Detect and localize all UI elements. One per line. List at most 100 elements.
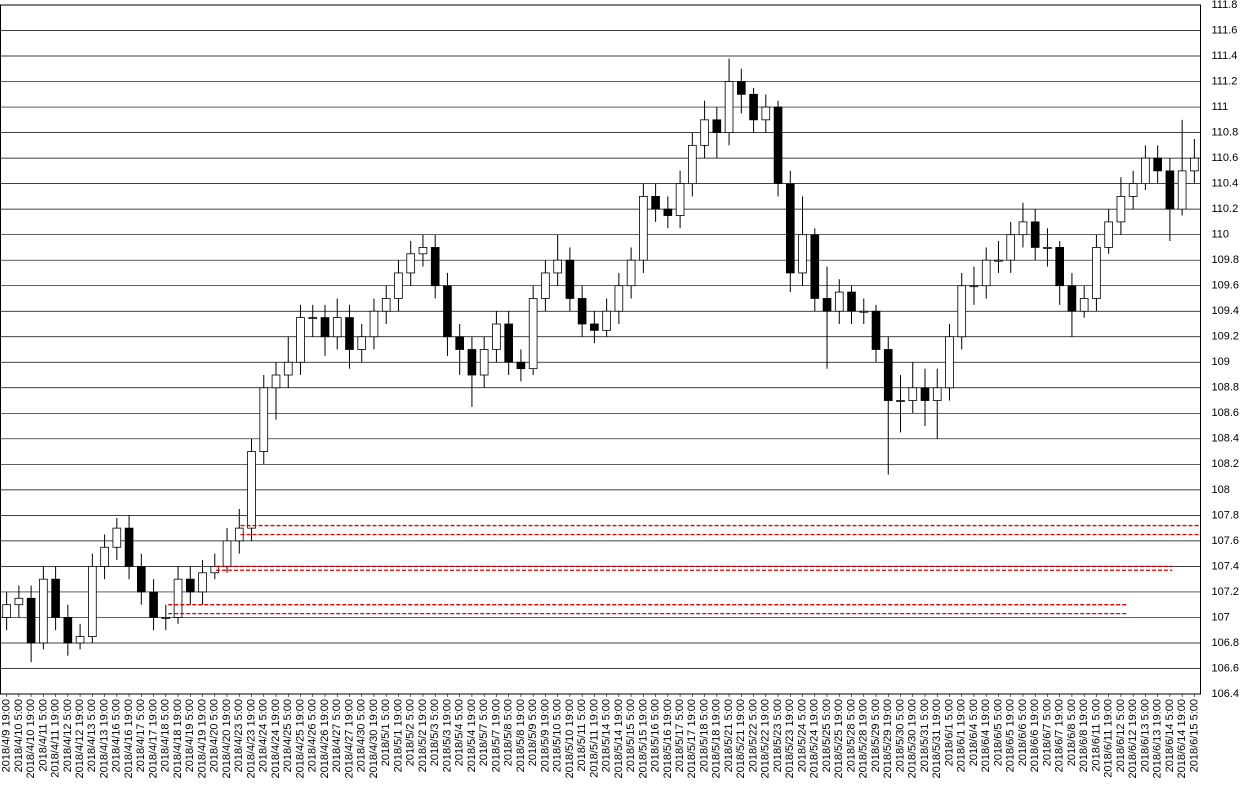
x-tick-label: 2018/4/18 19:00: [172, 699, 184, 779]
candle-body: [736, 81, 746, 95]
candle-body: [602, 310, 611, 331]
x-tick-label: 2018/5/4 19:00: [466, 699, 478, 772]
x-tick-label: 2018/4/27 5:00: [331, 699, 343, 772]
x-tick-label: 2018/4/10 5:00: [13, 699, 25, 772]
x-tick-label: 2018/6/13 19:00: [1152, 699, 1164, 779]
y-tick-label: 110.6: [1212, 152, 1239, 164]
x-tick-label: 2018/5/29 5:00: [870, 699, 882, 772]
x-tick-label: 2018/4/20 5:00: [209, 699, 221, 772]
candle-body: [785, 183, 795, 274]
candle-body: [553, 259, 562, 274]
y-tick-label: 108.8: [1212, 382, 1240, 394]
candle-body: [492, 323, 501, 350]
y-tick-label: 110.4: [1212, 178, 1239, 190]
x-tick-label: 2018/5/24 19:00: [809, 699, 821, 779]
y-tick-label: 110.2: [1212, 203, 1239, 215]
x-tick-label: 2018/4/11 19:00: [50, 699, 62, 778]
candle-body: [1055, 247, 1065, 287]
candle-body: [26, 597, 36, 644]
x-tick-label: 2018/5/30 5:00: [894, 699, 906, 772]
candle-body: [296, 317, 305, 363]
x-tick-label: 2018/4/16 5:00: [111, 699, 123, 772]
candle-body: [467, 349, 477, 376]
x-tick-label: 2018/5/15 19:00: [637, 699, 649, 779]
x-tick-label: 2018/5/18 19:00: [711, 699, 723, 779]
candle-body: [1165, 170, 1175, 210]
x-tick-label: 2018/5/28 19:00: [858, 699, 870, 779]
x-tick-label: 2018/4/12 19:00: [74, 699, 86, 779]
candle-body: [663, 208, 673, 216]
x-tick-label: 2018/6/6 19:00: [1029, 699, 1041, 772]
x-tick-label: 2018/5/7 19:00: [490, 699, 502, 772]
candle-body: [63, 617, 73, 644]
candle-body: [822, 298, 832, 312]
candle-body: [283, 361, 293, 376]
candle-body: [651, 195, 660, 210]
candle-body: [161, 617, 171, 619]
candle-body: [883, 349, 893, 401]
x-tick-label: 2018/5/9 5:00: [527, 699, 539, 766]
candle-body: [749, 93, 758, 121]
candle-body: [308, 317, 318, 320]
candle-body: [173, 578, 183, 618]
candle-body: [541, 272, 550, 299]
candle-body: [908, 387, 918, 401]
candle-body: [345, 317, 354, 350]
candle-body: [1141, 157, 1150, 185]
candle-body: [871, 310, 881, 350]
candle-body: [369, 310, 379, 338]
candle-body: [198, 572, 207, 593]
x-tick-label: 2018/5/1 19:00: [392, 699, 404, 772]
x-tick-label: 2018/5/30 19:00: [907, 699, 919, 779]
candle-body: [406, 253, 416, 274]
candle-body: [1190, 157, 1199, 172]
x-tick-label: 2018/5/28 5:00: [845, 699, 857, 772]
candle-body: [761, 106, 771, 121]
candle-body: [479, 349, 489, 376]
y-tick-label: 109.8: [1212, 254, 1240, 266]
candle-body: [222, 540, 232, 567]
candle-body: [443, 285, 452, 338]
x-tick-label: 2018/6/4 19:00: [980, 699, 992, 772]
x-tick-label: 2018/4/9 19:00: [1, 699, 13, 772]
x-tick-label: 2018/5/22 19:00: [760, 699, 772, 779]
candle-body: [14, 597, 24, 606]
x-tick-label: 2018/5/29 19:00: [882, 699, 894, 779]
x-tick-label: 2018/6/12 19:00: [1127, 699, 1139, 779]
x-tick-label: 2018/5/2 19:00: [417, 699, 429, 772]
candle-body: [455, 336, 465, 350]
y-tick-label: 110.8: [1212, 126, 1239, 138]
candle-body: [320, 317, 330, 338]
x-tick-label: 2018/5/17 19:00: [686, 699, 698, 779]
candle-body: [247, 451, 256, 529]
candle-body: [381, 298, 391, 312]
x-tick-label: 2018/4/17 19:00: [147, 699, 159, 779]
y-tick-label: 106.4: [1212, 688, 1240, 700]
x-tick-label: 2018/4/23 19:00: [245, 699, 257, 779]
y-tick-label: 109: [1212, 356, 1230, 368]
x-tick-label: 2018/5/23 5:00: [772, 699, 784, 772]
candle-body: [51, 578, 60, 618]
candle-body: [112, 527, 122, 548]
x-tick-label: 2018/4/13 5:00: [86, 699, 98, 772]
x-tick-label: 2018/5/18 5:00: [698, 699, 710, 772]
x-tick-label: 2018/5/22 5:00: [747, 699, 759, 772]
y-tick-label: 110: [1212, 229, 1230, 241]
candle-body: [847, 291, 856, 312]
candle-body: [332, 317, 342, 338]
candle-body: [1153, 157, 1162, 172]
candle-body: [896, 400, 905, 402]
candle-body: [798, 234, 807, 274]
x-tick-label: 2018/5/9 19:00: [539, 699, 551, 772]
candle-body: [932, 387, 942, 401]
x-tick-label: 2018/4/26 5:00: [307, 699, 319, 772]
x-tick-label: 2018/5/31 5:00: [919, 699, 931, 772]
candle-body: [700, 119, 709, 146]
x-tick-label: 2018/6/13 5:00: [1139, 699, 1151, 772]
x-tick-label: 2018/5/16 19:00: [662, 699, 674, 779]
candle-body: [185, 578, 195, 593]
candle-body: [639, 195, 648, 261]
x-tick-label: 2018/4/23 5:00: [233, 699, 245, 772]
x-tick-label: 2018/4/30 5:00: [356, 699, 368, 772]
candle-body: [2, 604, 11, 618]
